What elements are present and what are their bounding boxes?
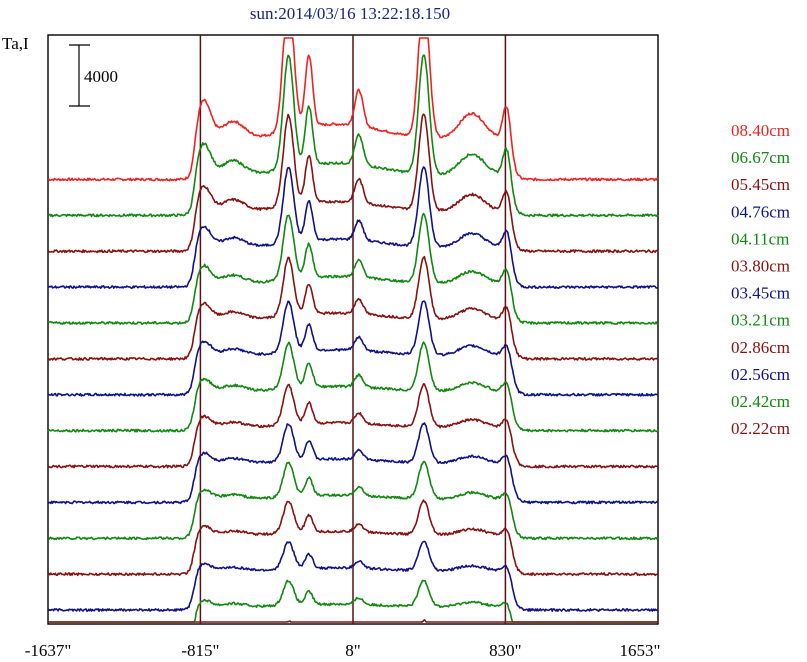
spectrum-curve-11 <box>47 499 659 577</box>
legend-item-8: 02.86cm <box>731 338 790 357</box>
spectrum-curve-9 <box>47 422 659 505</box>
legend-item-5: 03.80cm <box>731 257 790 276</box>
chart-title: sun:2014/03/16 13:22:18.150 <box>250 4 450 23</box>
legend-item-2: 05.45cm <box>731 175 790 194</box>
spectrum-curve-2 <box>47 113 659 254</box>
spectrum-curve-6 <box>48 300 659 397</box>
spectrum-curve-12 <box>47 540 659 613</box>
spectrum-curve-1 <box>47 54 659 218</box>
legend: 08.40cm 06.67cm 05.45cm 04.76cm 04.11cm 03.80… <box>731 121 790 438</box>
spectrum-curve-0 <box>47 37 659 182</box>
x-tick-label-3: 830" <box>489 641 521 660</box>
spectrum-curve-7 <box>47 341 659 433</box>
legend-item-11: 02.22cm <box>731 419 790 438</box>
scale-bar-label: 4000 <box>84 67 118 86</box>
x-tick-label-2: 8" <box>345 641 360 660</box>
spectrum-curve-8 <box>47 383 659 469</box>
spectrum-curve-14 <box>48 618 658 623</box>
legend-item-0: 08.40cm <box>731 121 790 140</box>
legend-item-6: 03.45cm <box>731 284 790 303</box>
legend-item-7: 03.21cm <box>731 311 790 330</box>
legend-item-10: 02.42cm <box>731 392 790 411</box>
legend-item-9: 02.56cm <box>731 365 790 384</box>
legend-item-4: 04.11cm <box>731 229 789 248</box>
spectrum-curve-5 <box>47 255 659 361</box>
y-axis-label: Ta,I <box>2 34 29 53</box>
x-tick-label-1: -815" <box>181 641 219 660</box>
scale-bar: 4000 <box>69 44 118 107</box>
vertical-markers <box>199 35 507 624</box>
legend-item-1: 06.67cm <box>731 148 790 167</box>
x-tick-label-0: -1637" <box>25 641 72 660</box>
x-axis-ticks: -1637" -815" 8" 830" 1653" <box>25 641 661 660</box>
spectrum-curve-4 <box>47 212 659 325</box>
spectra-curves <box>47 37 659 623</box>
spectrum-curve-3 <box>47 166 659 290</box>
x-tick-label-4: 1653" <box>620 641 661 660</box>
spectrum-curve-10 <box>47 460 659 541</box>
legend-item-3: 04.76cm <box>731 202 790 221</box>
